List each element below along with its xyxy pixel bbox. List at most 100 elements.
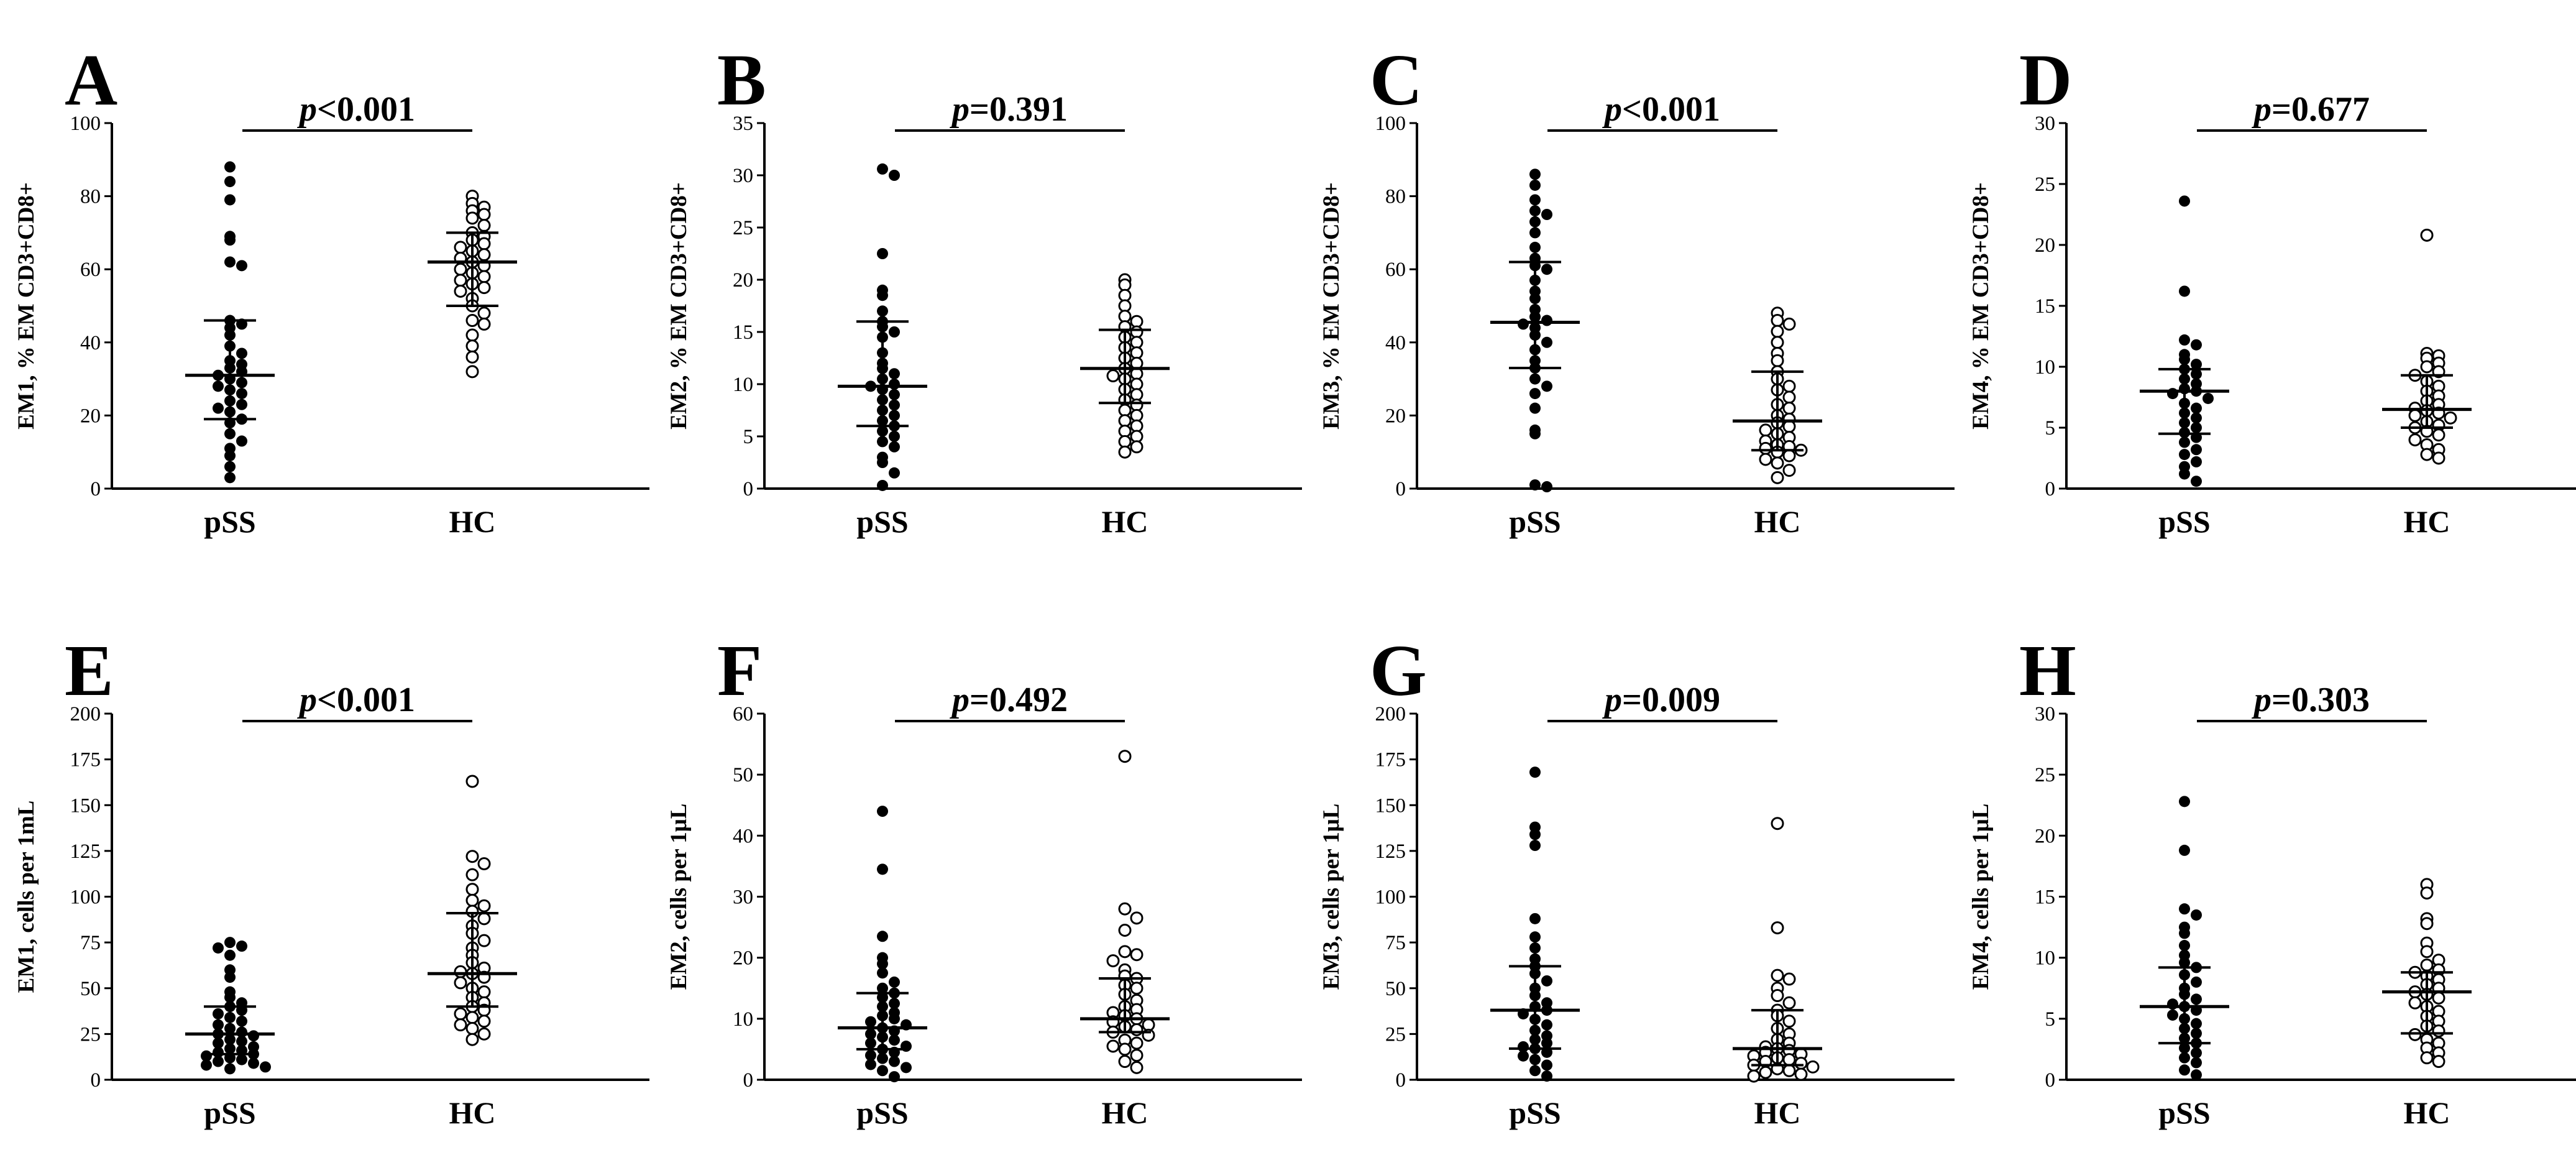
- x-category-label: HC: [1754, 1095, 1801, 1130]
- panel-g: G 0 25 50 75 100 125 150 175 200 EM3, cells per 1μ…: [1319, 630, 1955, 1130]
- data-point-filled: [2191, 444, 2202, 456]
- data-point-open: [1771, 456, 1784, 470]
- data-point-open: [1130, 440, 1144, 454]
- y-tick-label: 75: [1385, 932, 1406, 954]
- data-point-open: [465, 850, 479, 863]
- data-point-filled: [1529, 766, 1541, 778]
- data-point-open: [477, 912, 491, 926]
- data-point-filled: [2191, 976, 2202, 988]
- data-point-open: [454, 241, 467, 254]
- data-point-open: [465, 365, 479, 379]
- y-axis-title: EM2, % EM CD3+CD8+: [666, 182, 692, 430]
- data-point-open: [465, 1033, 479, 1046]
- data-point-filled: [2167, 1009, 2178, 1021]
- y-tick-label: 0: [91, 1069, 101, 1092]
- data-point-open: [1759, 441, 1772, 455]
- data-point-open: [2420, 1051, 2434, 1065]
- data-point-filled: [1541, 975, 1552, 987]
- data-point-open: [1771, 471, 1784, 484]
- data-point-open: [1759, 453, 1772, 466]
- y-tick-label: 200: [1375, 703, 1406, 725]
- data-point-filled: [877, 457, 888, 468]
- data-point-filled: [1529, 1065, 1541, 1077]
- p-value: <0.001: [317, 90, 415, 129]
- data-point-filled: [889, 379, 900, 390]
- p-symbol: p: [297, 681, 317, 719]
- data-point-open: [465, 350, 479, 364]
- p-value-label: p<0.001: [1602, 90, 1720, 129]
- data-point-filled: [2191, 422, 2202, 433]
- data-point-open: [1106, 1039, 1120, 1053]
- x-category-label: HC: [2404, 1095, 2450, 1130]
- y-tick-label: 100: [1375, 113, 1406, 135]
- data-point-open: [1794, 1056, 1808, 1070]
- y-tick-label: 100: [70, 886, 101, 909]
- y-tick-label: 10: [733, 1008, 753, 1031]
- data-point-filled: [1541, 1059, 1552, 1071]
- data-point-filled: [2191, 1057, 2202, 1069]
- panel-f: F 0 10 20 30 40 50 60 EM2, cells per 1μL pSS HC p=0…: [666, 630, 1302, 1130]
- panel-letter: E: [65, 630, 114, 711]
- data-point-open: [465, 1011, 479, 1024]
- y-tick-label: 0: [743, 478, 754, 500]
- data-point-filled: [1529, 913, 1541, 924]
- data-point-open: [1782, 464, 1796, 477]
- data-point-open: [465, 893, 479, 907]
- data-point-filled: [2191, 359, 2202, 370]
- data-point-filled: [260, 1061, 271, 1073]
- data-point-filled: [224, 450, 236, 462]
- y-tick-label: 80: [80, 186, 101, 208]
- data-point-open: [1771, 336, 1784, 349]
- data-point-filled: [236, 347, 247, 359]
- y-tick-label: 20: [1385, 405, 1406, 427]
- data-point-filled: [865, 1028, 876, 1040]
- data-point-filled: [2179, 468, 2190, 480]
- y-tick-label: 175: [70, 749, 101, 771]
- data-point-filled: [901, 1062, 912, 1074]
- data-point-open: [1118, 945, 1132, 959]
- data-point-filled: [1529, 479, 1541, 491]
- data-point-open: [477, 237, 491, 251]
- y-tick-label: 0: [1396, 478, 1406, 500]
- data-point-open: [1771, 354, 1784, 367]
- data-point-open: [1130, 911, 1144, 925]
- y-tick-label: 0: [2045, 478, 2056, 500]
- data-point-open: [1782, 317, 1796, 331]
- x-category-label: pSS: [856, 1095, 908, 1130]
- data-point-filled: [213, 402, 224, 414]
- data-point-filled: [1529, 829, 1541, 840]
- data-point-filled: [236, 388, 247, 400]
- data-point-filled: [1529, 241, 1541, 253]
- data-point-open: [2408, 996, 2422, 1010]
- data-point-filled: [213, 380, 224, 392]
- y-axis-title: EM4, % EM CD3+CD8+: [1968, 182, 1994, 430]
- data-point-open: [2408, 408, 2422, 422]
- data-point-open: [2444, 411, 2457, 425]
- y-tick-label: 80: [1385, 186, 1406, 208]
- data-point-open: [477, 985, 491, 999]
- data-point-filled: [1541, 264, 1552, 275]
- data-point-filled: [236, 260, 247, 272]
- data-point-open: [465, 775, 479, 788]
- data-point-filled: [1541, 1070, 1552, 1082]
- y-tick-label: 60: [80, 259, 101, 281]
- data-point-open: [465, 868, 479, 881]
- data-point-open: [1130, 948, 1144, 962]
- panel-d: D 0 5 10 15 20 25 30 EM4, % EM CD3+CD8+ pSS HC p=0.…: [1968, 39, 2576, 539]
- y-tick-label: 20: [80, 405, 101, 427]
- data-point-filled: [236, 941, 247, 952]
- data-point-open: [1771, 314, 1784, 328]
- p-value: =0.303: [2271, 681, 2370, 719]
- data-point-open: [454, 1007, 467, 1021]
- data-point-filled: [889, 326, 900, 338]
- data-point-filled: [1529, 227, 1541, 239]
- data-point-filled: [201, 1059, 212, 1071]
- y-tick-label: 30: [2035, 703, 2055, 725]
- data-point-filled: [877, 436, 888, 448]
- y-axis-title: EM3, cells per 1μL: [1319, 804, 1344, 990]
- data-point-filled: [877, 163, 888, 175]
- data-point-filled: [889, 1034, 900, 1046]
- data-point-open: [477, 219, 491, 232]
- p-value: =0.009: [1622, 681, 1720, 719]
- data-point-open: [1782, 390, 1796, 404]
